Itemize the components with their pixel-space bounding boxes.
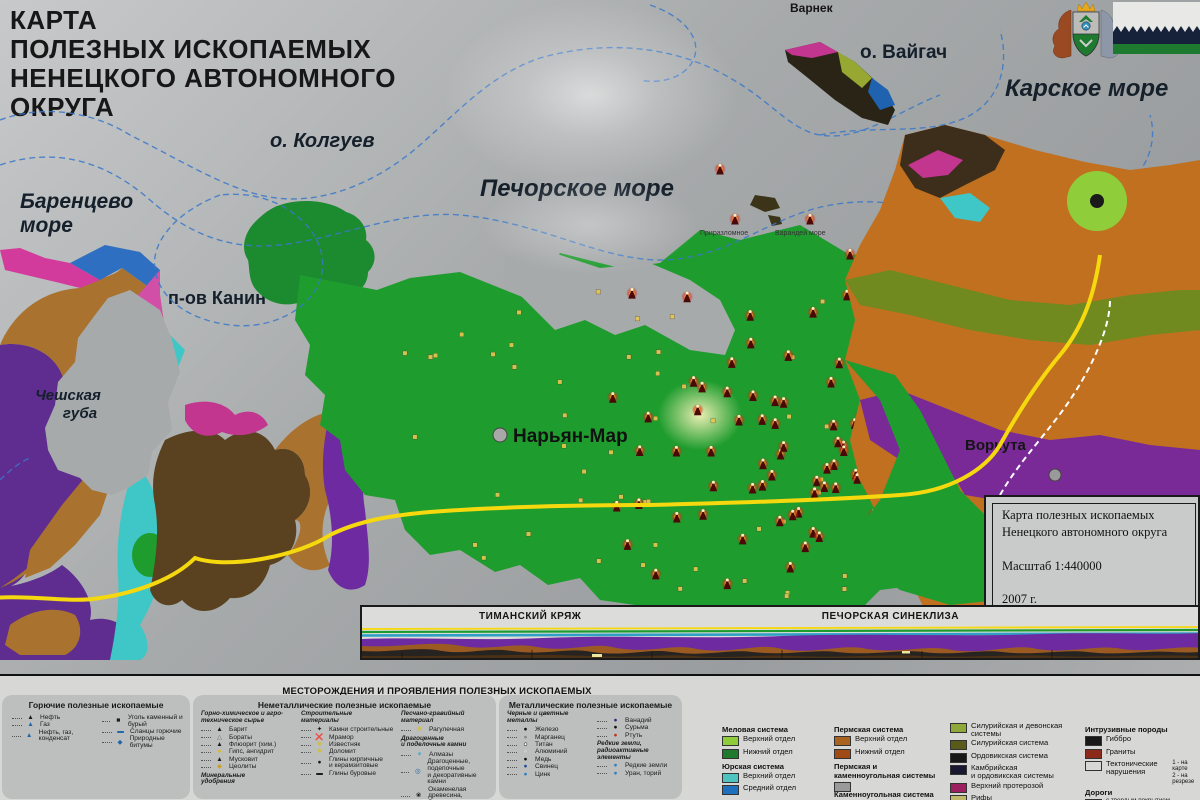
svg-text:Варандей море: Варандей море — [775, 229, 826, 237]
svg-text:Приразломное: Приразломное — [700, 230, 748, 237]
svg-text:Нарьян-Мар: Нарьян-Мар — [513, 426, 628, 447]
svg-text:Чешская: Чешская — [35, 387, 101, 404]
svg-text:губа: губа — [63, 405, 97, 422]
svg-text:Варнек: Варнек — [790, 1, 834, 15]
